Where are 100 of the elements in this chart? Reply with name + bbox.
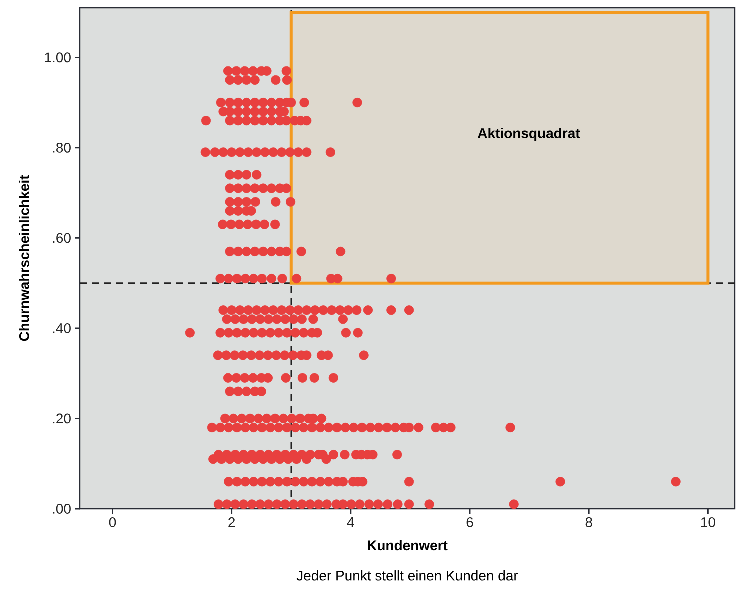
point <box>224 422 234 433</box>
point <box>242 386 252 396</box>
point <box>224 328 234 338</box>
point <box>216 422 226 433</box>
point <box>392 450 402 460</box>
point <box>225 386 235 396</box>
point <box>302 116 312 126</box>
point <box>338 314 348 324</box>
point <box>210 148 220 158</box>
point <box>234 75 244 86</box>
point <box>225 98 235 108</box>
point <box>326 148 336 158</box>
point <box>250 197 260 207</box>
point <box>228 414 238 424</box>
point <box>263 373 273 383</box>
point <box>324 422 334 433</box>
point <box>250 75 260 86</box>
point <box>232 373 242 383</box>
point <box>246 414 256 424</box>
point <box>225 116 235 126</box>
point <box>287 414 297 424</box>
point <box>266 328 276 338</box>
point <box>393 500 403 510</box>
point <box>234 206 244 216</box>
point <box>234 220 244 230</box>
point <box>247 314 257 324</box>
point <box>262 414 272 424</box>
point <box>249 328 259 338</box>
point <box>288 500 299 510</box>
point <box>250 116 260 126</box>
point <box>282 75 292 86</box>
point <box>272 350 282 360</box>
point <box>671 477 681 487</box>
point <box>278 414 288 424</box>
point <box>282 116 292 126</box>
point <box>431 422 441 433</box>
point <box>282 328 292 338</box>
point <box>352 98 362 108</box>
x-tick-label: 8 <box>586 518 592 528</box>
point <box>225 246 235 257</box>
point <box>256 314 266 324</box>
point <box>322 454 332 464</box>
point <box>249 477 259 487</box>
point <box>270 414 280 424</box>
point <box>264 314 274 324</box>
y-tick-label: .80 <box>53 142 71 153</box>
point <box>242 107 252 117</box>
point <box>281 373 291 383</box>
point <box>257 477 268 487</box>
point <box>232 66 242 76</box>
point <box>340 450 350 460</box>
point <box>509 500 519 510</box>
point <box>234 386 244 396</box>
point <box>285 306 295 316</box>
point <box>294 148 304 158</box>
point <box>238 350 248 360</box>
point <box>240 422 250 433</box>
point <box>252 170 262 180</box>
point <box>272 314 282 324</box>
point <box>386 306 396 316</box>
point <box>216 328 226 338</box>
point <box>260 148 270 158</box>
point <box>243 220 253 230</box>
point <box>238 314 249 324</box>
point <box>404 477 414 487</box>
point <box>242 116 252 126</box>
point <box>260 220 270 230</box>
point <box>226 220 236 230</box>
point <box>285 148 295 158</box>
point <box>232 422 242 433</box>
point <box>257 422 268 433</box>
point <box>280 350 290 360</box>
point <box>277 148 287 158</box>
point <box>250 184 260 194</box>
point <box>216 98 226 108</box>
y-tick-label: .60 <box>53 233 71 244</box>
point <box>266 116 277 126</box>
point <box>257 274 268 284</box>
point <box>213 350 223 360</box>
point <box>234 107 244 117</box>
point <box>251 220 262 230</box>
point <box>234 246 244 257</box>
point <box>260 306 270 316</box>
x-tick-label: 4 <box>347 518 354 528</box>
point <box>266 422 276 433</box>
point <box>218 306 228 316</box>
point <box>286 197 296 207</box>
point <box>244 306 254 316</box>
point <box>258 98 268 108</box>
y-tick-label: 1.00 <box>45 52 71 63</box>
point <box>242 75 252 86</box>
point <box>278 274 288 284</box>
point <box>294 306 304 316</box>
point <box>382 422 392 433</box>
point <box>314 500 324 510</box>
point <box>363 306 373 316</box>
point <box>266 98 277 108</box>
point <box>324 350 334 360</box>
point <box>240 274 250 284</box>
point <box>302 148 312 158</box>
